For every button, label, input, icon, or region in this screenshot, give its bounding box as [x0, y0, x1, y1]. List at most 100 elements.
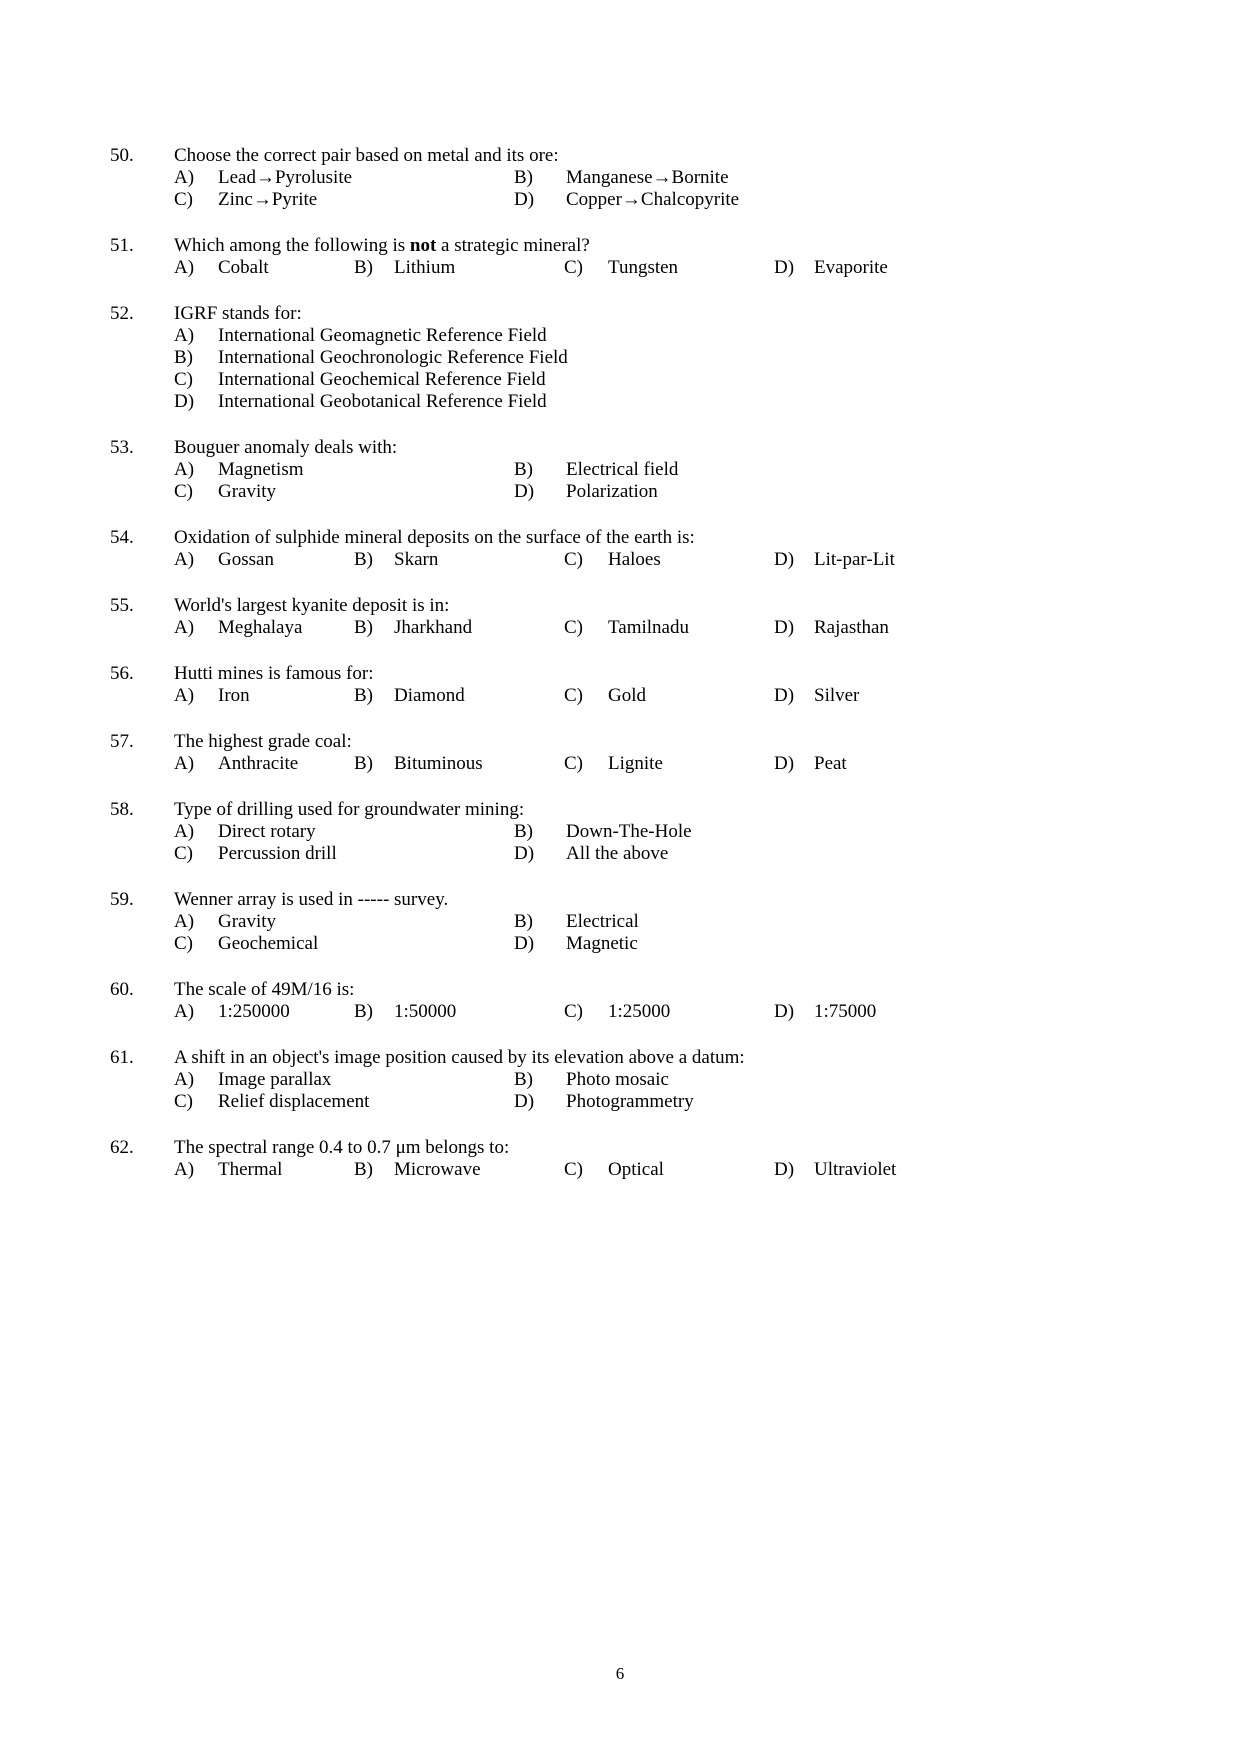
- option-row: A)MagnetismB)Electrical field: [174, 459, 1130, 481]
- option-text: Lit-par-Lit: [814, 549, 895, 571]
- option-letter: C): [564, 1159, 608, 1181]
- option-row: A)MeghalayaB)JharkhandC)TamilnaduD)Rajas…: [174, 617, 1130, 639]
- option-text: Tamilnadu: [608, 617, 689, 639]
- option: A)Cobalt: [174, 257, 354, 279]
- question-body: Type of drilling used for groundwater mi…: [174, 799, 1130, 865]
- question: 50.Choose the correct pair based on meta…: [110, 145, 1130, 211]
- option: A)Gossan: [174, 549, 354, 571]
- option-text: Geochemical: [218, 933, 318, 955]
- option-row: C)GravityD)Polarization: [174, 481, 1130, 503]
- question-number: 54.: [110, 527, 174, 571]
- question: 59.Wenner array is used in ----- survey.…: [110, 889, 1130, 955]
- option-text: 1:25000: [608, 1001, 670, 1023]
- option-text: Iron: [218, 685, 250, 707]
- question-stem: Hutti mines is famous for:: [174, 663, 1130, 685]
- option-letter: B): [514, 459, 566, 481]
- option-text: Gold: [608, 685, 646, 707]
- option-text: Zinc→Pyrite: [218, 189, 317, 211]
- option-letter: A): [174, 617, 218, 639]
- option: C)Gravity: [174, 481, 514, 503]
- option-row: A)1:250000B)1:50000C)1:25000D)1:75000: [174, 1001, 1130, 1023]
- option: A)International Geomagnetic Reference Fi…: [174, 325, 1130, 347]
- option-row: A)GravityB)Electrical: [174, 911, 1130, 933]
- option: B)Down-The-Hole: [514, 821, 692, 843]
- question: 57.The highest grade coal:A)AnthraciteB)…: [110, 731, 1130, 775]
- question-body: The scale of 49M/16 is:A)1:250000B)1:500…: [174, 979, 1130, 1023]
- question: 56.Hutti mines is famous for:A)IronB)Dia…: [110, 663, 1130, 707]
- question-number: 56.: [110, 663, 174, 707]
- option-letter: B): [354, 257, 394, 279]
- option-letter: D): [774, 1159, 814, 1181]
- option: D)Peat: [774, 753, 847, 775]
- question-number: 50.: [110, 145, 174, 211]
- question: 51.Which among the following is not a st…: [110, 235, 1130, 279]
- question-number: 62.: [110, 1137, 174, 1181]
- option-row: A)ThermalB)MicrowaveC)OpticalD)Ultraviol…: [174, 1159, 1130, 1181]
- option: B)International Geochronologic Reference…: [174, 347, 1130, 369]
- option: B)Photo mosaic: [514, 1069, 669, 1091]
- question-stem: Bouguer anomaly deals with:: [174, 437, 1130, 459]
- page: 50.Choose the correct pair based on meta…: [0, 0, 1240, 1754]
- option-text: International Geochemical Reference Fiel…: [218, 369, 546, 391]
- question: 60.The scale of 49M/16 is:A)1:250000B)1:…: [110, 979, 1130, 1023]
- option-text: Ultraviolet: [814, 1159, 896, 1181]
- option-letter: A): [174, 167, 218, 189]
- option-text: Lithium: [394, 257, 455, 279]
- option: B)Jharkhand: [354, 617, 564, 639]
- question-stem: IGRF stands for:: [174, 303, 1130, 325]
- option-text: Meghalaya: [218, 617, 302, 639]
- option-text: Polarization: [566, 481, 658, 503]
- question-stem: Which among the following is not a strat…: [174, 235, 1130, 257]
- option-letter: A): [174, 257, 218, 279]
- option: C)Gold: [564, 685, 774, 707]
- question-stem: Wenner array is used in ----- survey.: [174, 889, 1130, 911]
- option-row: A)IronB)DiamondC)GoldD)Silver: [174, 685, 1130, 707]
- option-text: Thermal: [218, 1159, 282, 1181]
- option: D)All the above: [514, 843, 668, 865]
- option-row: C)Percussion drillD)All the above: [174, 843, 1130, 865]
- option-row: C)GeochemicalD)Magnetic: [174, 933, 1130, 955]
- question-number: 59.: [110, 889, 174, 955]
- option-letter: A): [174, 1069, 218, 1091]
- option: C)Relief displacement: [174, 1091, 514, 1113]
- option: D)Copper→Chalcopyrite: [514, 189, 739, 211]
- option-text: Lead→Pyrolusite: [218, 167, 352, 189]
- question-stem: Type of drilling used for groundwater mi…: [174, 799, 1130, 821]
- option: B)Skarn: [354, 549, 564, 571]
- question-body: Which among the following is not a strat…: [174, 235, 1130, 279]
- option-text: Gravity: [218, 481, 276, 503]
- question-body: Bouguer anomaly deals with:A)MagnetismB)…: [174, 437, 1130, 503]
- option-text: Electrical field: [566, 459, 678, 481]
- option-letter: B): [354, 1159, 394, 1181]
- option-letter: D): [774, 549, 814, 571]
- option-letter: B): [174, 347, 218, 369]
- option-text: Electrical: [566, 911, 639, 933]
- option: A)Direct rotary: [174, 821, 514, 843]
- option-text: Rajasthan: [814, 617, 889, 639]
- option-text: Manganese→Bornite: [566, 167, 729, 189]
- question-number: 57.: [110, 731, 174, 775]
- option-letter: D): [774, 1001, 814, 1023]
- option: A)Thermal: [174, 1159, 354, 1181]
- option-letter: C): [174, 369, 218, 391]
- option: D)1:75000: [774, 1001, 876, 1023]
- question-stem: The scale of 49M/16 is:: [174, 979, 1130, 1001]
- option-text: Down-The-Hole: [566, 821, 692, 843]
- question-body: Hutti mines is famous for:A)IronB)Diamon…: [174, 663, 1130, 707]
- option-letter: B): [514, 167, 566, 189]
- option-letter: A): [174, 1001, 218, 1023]
- option-letter: D): [514, 843, 566, 865]
- option-text: Image parallax: [218, 1069, 331, 1091]
- option-text: Silver: [814, 685, 859, 707]
- question: 52.IGRF stands for:A)International Geoma…: [110, 303, 1130, 413]
- option-letter: A): [174, 459, 218, 481]
- question-body: World's largest kyanite deposit is in:A)…: [174, 595, 1130, 639]
- option-letter: B): [354, 617, 394, 639]
- question-number: 60.: [110, 979, 174, 1023]
- option-text: Cobalt: [218, 257, 269, 279]
- option: B)Microwave: [354, 1159, 564, 1181]
- option-text: Gravity: [218, 911, 276, 933]
- option-letter: C): [564, 753, 608, 775]
- option-letter: D): [174, 391, 218, 413]
- option-row: A)GossanB)SkarnC)HaloesD)Lit-par-Lit: [174, 549, 1130, 571]
